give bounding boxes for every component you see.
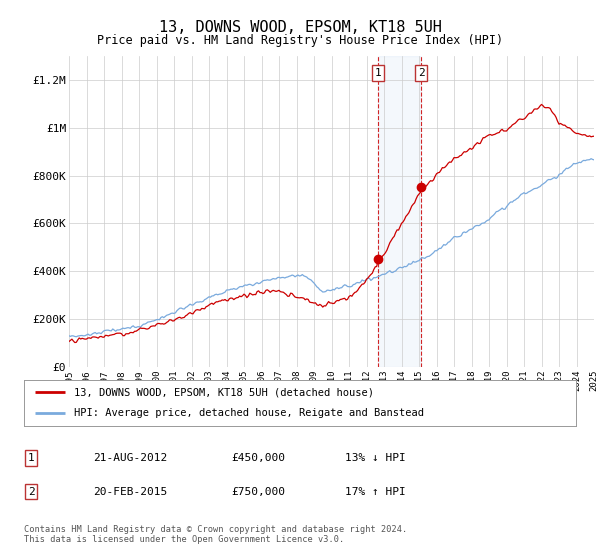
Text: 13% ↓ HPI: 13% ↓ HPI	[345, 453, 406, 463]
Text: 1: 1	[28, 453, 35, 463]
Text: Price paid vs. HM Land Registry's House Price Index (HPI): Price paid vs. HM Land Registry's House …	[97, 34, 503, 46]
Text: 21-AUG-2012: 21-AUG-2012	[93, 453, 167, 463]
Text: 17% ↑ HPI: 17% ↑ HPI	[345, 487, 406, 497]
Text: 13, DOWNS WOOD, EPSOM, KT18 5UH: 13, DOWNS WOOD, EPSOM, KT18 5UH	[158, 20, 442, 35]
Text: Contains HM Land Registry data © Crown copyright and database right 2024.
This d: Contains HM Land Registry data © Crown c…	[24, 525, 407, 544]
Text: £750,000: £750,000	[231, 487, 285, 497]
Text: 2: 2	[418, 68, 425, 78]
Text: HPI: Average price, detached house, Reigate and Banstead: HPI: Average price, detached house, Reig…	[74, 408, 424, 418]
Text: 13, DOWNS WOOD, EPSOM, KT18 5UH (detached house): 13, DOWNS WOOD, EPSOM, KT18 5UH (detache…	[74, 387, 374, 397]
Text: 20-FEB-2015: 20-FEB-2015	[93, 487, 167, 497]
Bar	[378, 56, 421, 367]
Text: 1: 1	[374, 68, 381, 78]
Text: £450,000: £450,000	[231, 453, 285, 463]
Text: 2: 2	[28, 487, 35, 497]
